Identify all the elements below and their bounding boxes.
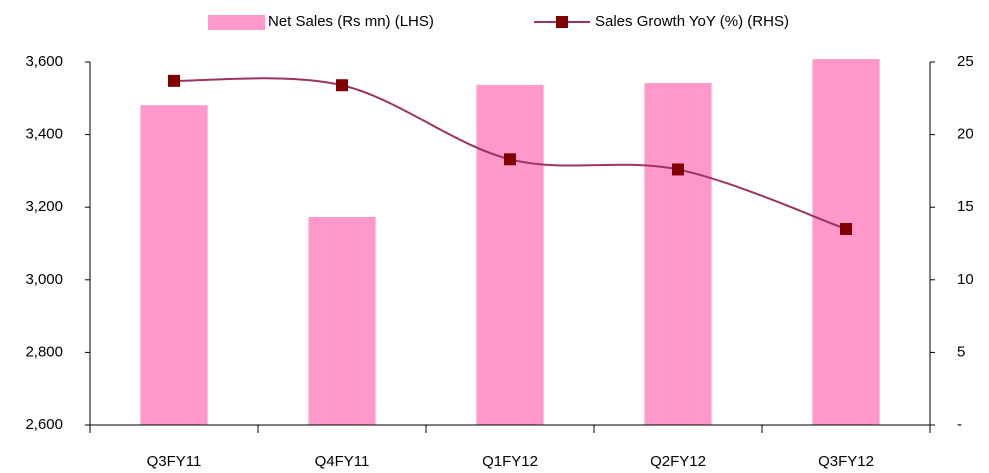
y2-tick-label: 15 xyxy=(957,198,974,215)
y-tick-label: 3,400 xyxy=(25,126,63,143)
y-tick-label: 3,000 xyxy=(25,271,63,288)
legend-swatch xyxy=(208,15,265,30)
y-tick-label: 3,200 xyxy=(25,198,63,215)
y2-tick-label: - xyxy=(957,416,962,433)
marker xyxy=(840,222,852,235)
x-tick-label: Q2FY12 xyxy=(650,453,706,470)
marker xyxy=(168,74,180,87)
legend-label: Sales Growth YoY (%) (RHS) xyxy=(595,13,789,30)
y-tick-label: 2,800 xyxy=(25,343,63,360)
y-tick-label: 3,600 xyxy=(25,53,63,70)
legend-marker xyxy=(556,16,568,28)
x-tick-label: Q4FY11 xyxy=(315,453,370,470)
marker xyxy=(336,79,348,92)
bar xyxy=(140,105,208,426)
y2-tick-label: 5 xyxy=(957,343,965,360)
bar xyxy=(476,84,544,425)
bar xyxy=(308,217,376,425)
x-tick-label: Q3FY12 xyxy=(818,453,874,470)
y2-tick-label: 10 xyxy=(957,271,974,288)
x-tick-label: Q1FY12 xyxy=(482,453,538,470)
bar xyxy=(812,59,880,425)
y-tick-label: 2,600 xyxy=(25,416,63,433)
y2-tick-label: 25 xyxy=(957,53,974,70)
legend-label: Net Sales (Rs mn) (LHS) xyxy=(268,13,434,30)
bar xyxy=(644,83,712,425)
marker xyxy=(672,163,684,176)
y2-tick-label: 20 xyxy=(957,126,974,143)
marker xyxy=(504,153,516,166)
x-tick-label: Q3FY11 xyxy=(147,453,202,470)
